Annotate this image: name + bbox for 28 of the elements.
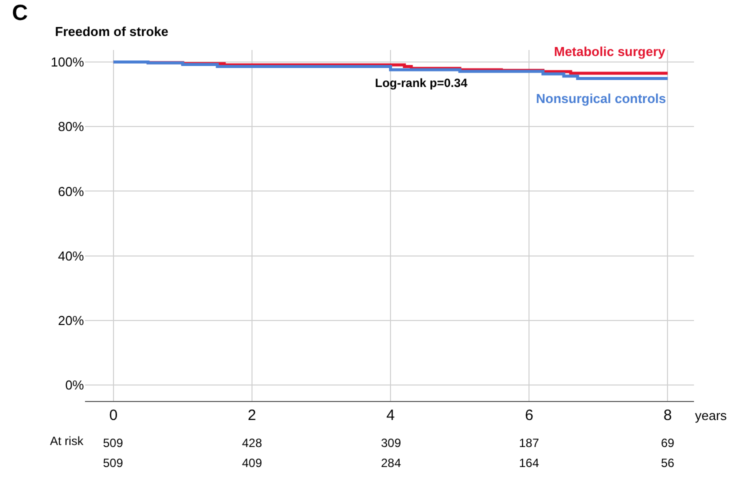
y-tick-label: 100% bbox=[50, 54, 84, 70]
y-tick-label: 80% bbox=[58, 119, 84, 134]
text: 56 bbox=[661, 456, 675, 470]
x-tick-label: 8 bbox=[664, 407, 672, 424]
annotation: Log-rank p=0.34 bbox=[375, 76, 468, 90]
text: 309 bbox=[381, 436, 402, 450]
x-axis-title: years bbox=[695, 408, 728, 423]
text: 428 bbox=[242, 436, 262, 450]
text: 509 bbox=[103, 436, 124, 450]
y-tick-label: 0% bbox=[65, 378, 84, 393]
x-tick-label: 4 bbox=[386, 407, 395, 424]
text: 509 bbox=[103, 456, 124, 470]
series-label: Nonsurgical controls bbox=[536, 91, 666, 106]
y-tick-label: 60% bbox=[58, 184, 84, 199]
y-tick-label: 20% bbox=[58, 313, 84, 328]
text: At risk bbox=[50, 434, 84, 448]
y-tick-label: 40% bbox=[58, 248, 84, 264]
x-tick-label: 0 bbox=[109, 407, 118, 424]
text: C bbox=[12, 0, 28, 25]
chart-title: Freedom of stroke bbox=[55, 24, 168, 40]
x-tick-label: 6 bbox=[524, 407, 534, 424]
text: 187 bbox=[519, 436, 540, 450]
text: 69 bbox=[661, 436, 675, 450]
series-label: Metabolic surgery bbox=[554, 44, 666, 59]
x-tick-label: 2 bbox=[248, 407, 256, 424]
text: 409 bbox=[242, 456, 262, 470]
text: 164 bbox=[519, 456, 540, 470]
text: 284 bbox=[381, 456, 402, 470]
